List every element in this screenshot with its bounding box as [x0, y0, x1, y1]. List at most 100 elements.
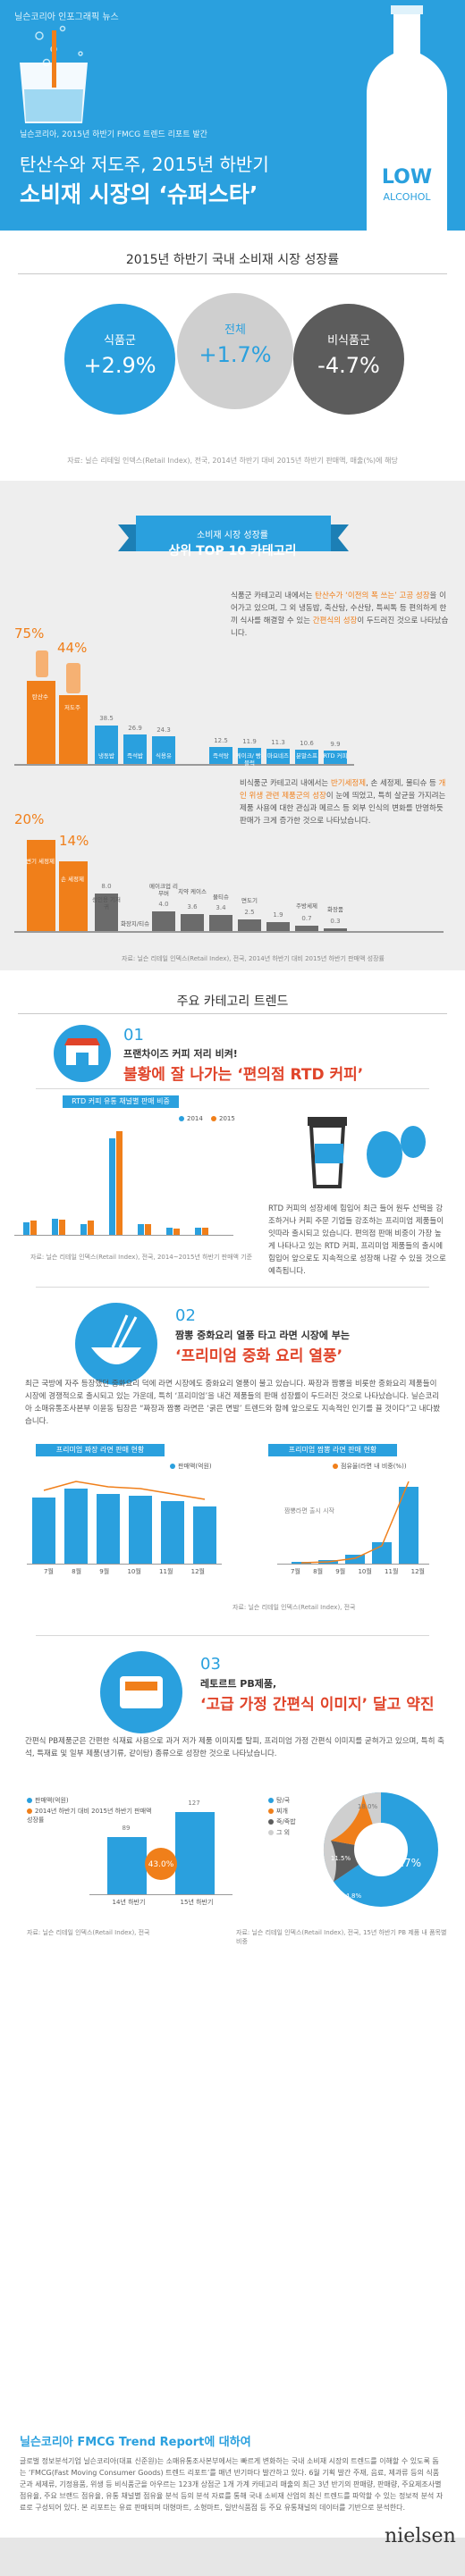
nonfood-text-a: 비식품군 카테고리 내에서는	[240, 779, 331, 788]
month-label: 8월	[313, 1568, 324, 1575]
trend1-chart-title: RTD 커피 유통 채널별 판매 비중	[63, 1095, 179, 1108]
legend-2014-label: 2014	[187, 1115, 203, 1122]
soda-bottle-icon	[36, 650, 48, 677]
month-label: 9월	[99, 1568, 110, 1575]
nonfood-text-highlight2: 개인 위생 관련 제품군의 성장	[240, 779, 446, 801]
food-text-c: 이 두드러진 것으로 나타났습니다.	[231, 617, 449, 638]
pb-growth-pct: 43.0%	[148, 1860, 174, 1869]
nonfood-value-7: 0.7	[301, 915, 312, 922]
trend2-description: 최근 국방에 자주 등장했던 중화요리 덕에 라면 시장에도 중화요리 열풍이 …	[25, 1380, 441, 1426]
food-cat-7: 케이크/ 빵-블럭	[235, 752, 264, 767]
trend1-source-note: 자료: 닐슨 리테일 인덱스(Retail Index), 전국, 2014~2…	[30, 1254, 253, 1261]
nonfood-cat-10: 화장품	[327, 906, 343, 913]
food-cat-2: 저도주	[64, 704, 80, 711]
footer-title: 닐슨코리아 FMCG Trend Report에 대하여	[20, 2436, 251, 2449]
food-value-5: 11.9	[242, 738, 257, 745]
hero-title-line2: 소비재 시장의 ‘슈퍼스타’	[20, 181, 258, 207]
month-label: 11월	[385, 1568, 399, 1575]
nonfood-cat-8: 면도기	[241, 897, 258, 904]
total-growth-value: +1.7%	[199, 342, 272, 367]
trend2-right-legend: 점유율(라면 내 비중(%))	[333, 1462, 407, 1471]
rtd-coffee-channel-chart	[14, 1131, 233, 1236]
hero-tag: 닐슨코리아 인포그래픽 뉴스	[14, 13, 119, 22]
pb-value-15: 127	[188, 1800, 200, 1807]
food-cat-6: 즉석탕	[213, 752, 229, 759]
nonfood-text-c: 이 눈에 띄었고, 특히 살균을 가지려는 제품 사용에 대한 관심과 메르스 …	[240, 792, 446, 826]
nonfood-cat-1: 변기 세정제	[26, 858, 55, 865]
top10-ribbon	[118, 516, 349, 551]
ramen-sales-charts	[27, 1481, 429, 1565]
trend3-source-note-right: 자료: 닐슨 리테일 인덱스(Retail Index), 전국, 15년 하반…	[236, 1929, 447, 1945]
food-value-6: 11.3	[271, 739, 285, 746]
trend3-legend-sales: 판매액(억원)	[27, 1796, 69, 1805]
trend2-number: 02	[175, 1306, 196, 1325]
food-value-3: 24.3	[156, 726, 171, 734]
food-value-1: 38.5	[99, 715, 114, 722]
nonfood-top2-pct: 14%	[59, 833, 89, 849]
bottle-label-low: LOW	[381, 166, 433, 189]
nonfood-top1-pct: 20%	[14, 811, 45, 827]
food-text-a: 식품군 카테고리 내에서는	[231, 592, 316, 600]
nonfood-text-b: , 손 세정제, 물티슈 등	[366, 779, 439, 788]
trend3-legend-growth: 2014년 하반기 대비 2015년 하반기 판매액 성장률	[27, 1807, 152, 1825]
trend1-legend-2014: 2014	[179, 1115, 203, 1122]
food-growth-circle: 식품군 +2.9%	[64, 304, 175, 415]
trend3-description: 간편식 PB제품군은 간편한 식재료 사용으로 과거 저가 제품 이미지를 탈피…	[25, 1737, 444, 1758]
pie-legend-2: 찌개	[268, 1807, 288, 1816]
divider	[18, 1013, 447, 1014]
pie-value-4: 18.0%	[357, 1803, 378, 1810]
legend-sales-label: 판매액(억원)	[35, 1797, 69, 1804]
pie-legend-label: 그 외	[276, 1829, 291, 1836]
food-top1-pct: 75%	[14, 625, 45, 642]
store-icon	[54, 1025, 111, 1082]
trend1-legend-2015: 2015	[211, 1115, 235, 1122]
food-value-8: 9.9	[330, 741, 341, 748]
trend2-left-chart-title: 프리미엄 짜장 라면 판매 현황	[36, 1444, 165, 1456]
month-label: 11월	[159, 1568, 173, 1575]
divider	[36, 1287, 429, 1288]
nonfood-growth-label: 비식품군	[327, 334, 370, 348]
meal-box-icon	[100, 1651, 182, 1733]
trend3-headline: ‘고급 가정 간편식 이미지’ 달고 약진	[200, 1696, 435, 1714]
food-description: 식품군 카테고리 내에서는 탄산수가 ‘이전의 폭 쓰는’ 고공 성장을 이어가…	[231, 590, 449, 640]
food-cat-1: 탄산수	[32, 693, 48, 701]
right-months: 7월 8월 9월 10월 11월 12월	[277, 1567, 438, 1576]
total-growth-label: 전체	[224, 323, 246, 337]
food-bar-chart	[14, 650, 354, 766]
nonfood-cat-7: 물티슈	[213, 894, 229, 901]
month-label: 10월	[358, 1568, 372, 1575]
month-label: 12월	[410, 1568, 425, 1575]
noodle-bowl-icon	[75, 1303, 157, 1385]
nonfood-value-4: 3.4	[216, 904, 226, 911]
month-label: 8월	[72, 1568, 82, 1575]
food-cat-5: 식용유	[156, 752, 172, 759]
trend3-heading: 레토르트 PB제품,	[200, 1678, 277, 1690]
trend1-number: 01	[123, 1026, 144, 1045]
hero-title-line1: 탄산수와 저도주, 2015년 하반기	[20, 154, 269, 175]
nonfood-value-2: 4.0	[158, 901, 169, 908]
month-label: 12월	[190, 1568, 205, 1575]
nonfood-text-highlight1: 반기세정제	[330, 779, 367, 788]
food-cat-10: RTD 커피	[323, 752, 348, 759]
coffee-cup-icon	[308, 1117, 426, 1188]
nonfood-cat-2: 손 세정제	[61, 876, 84, 883]
ribbon-small-text: 소비재 시장 성장률	[197, 531, 268, 541]
trend3-source-note-left: 자료: 닐슨 리테일 인덱스(Retail Index), 전국	[27, 1929, 150, 1936]
food-growth-label: 식품군	[104, 334, 136, 348]
trend3-number: 03	[200, 1655, 221, 1674]
nielsen-logo: nielsen	[385, 2525, 456, 2547]
trend2-headline: ‘프리미엄 중화 요리 열풍’	[175, 1347, 343, 1365]
pie-value-1: 55.7%	[386, 1857, 422, 1869]
pie-legend-3: 죽/죽밥	[268, 1817, 296, 1826]
food-value-4: 12.5	[214, 737, 228, 744]
pb-label-14: 14년 하반기	[112, 1899, 146, 1906]
divider	[36, 1635, 429, 1636]
nonfood-description: 비식품군 카테고리 내에서는 반기세정제, 손 세정제, 물티슈 등 개인 위생…	[240, 777, 451, 827]
nonfood-value-6: 1.9	[273, 911, 283, 919]
nonfood-cat-5: 메이크업 리무버	[149, 883, 178, 897]
divider	[36, 1088, 429, 1089]
top10-source-note: 자료: 닐슨 리테일 인덱스(Retail Index), 전국, 2014년 …	[122, 955, 385, 962]
footer-band	[0, 2538, 465, 2576]
divider	[18, 273, 447, 274]
